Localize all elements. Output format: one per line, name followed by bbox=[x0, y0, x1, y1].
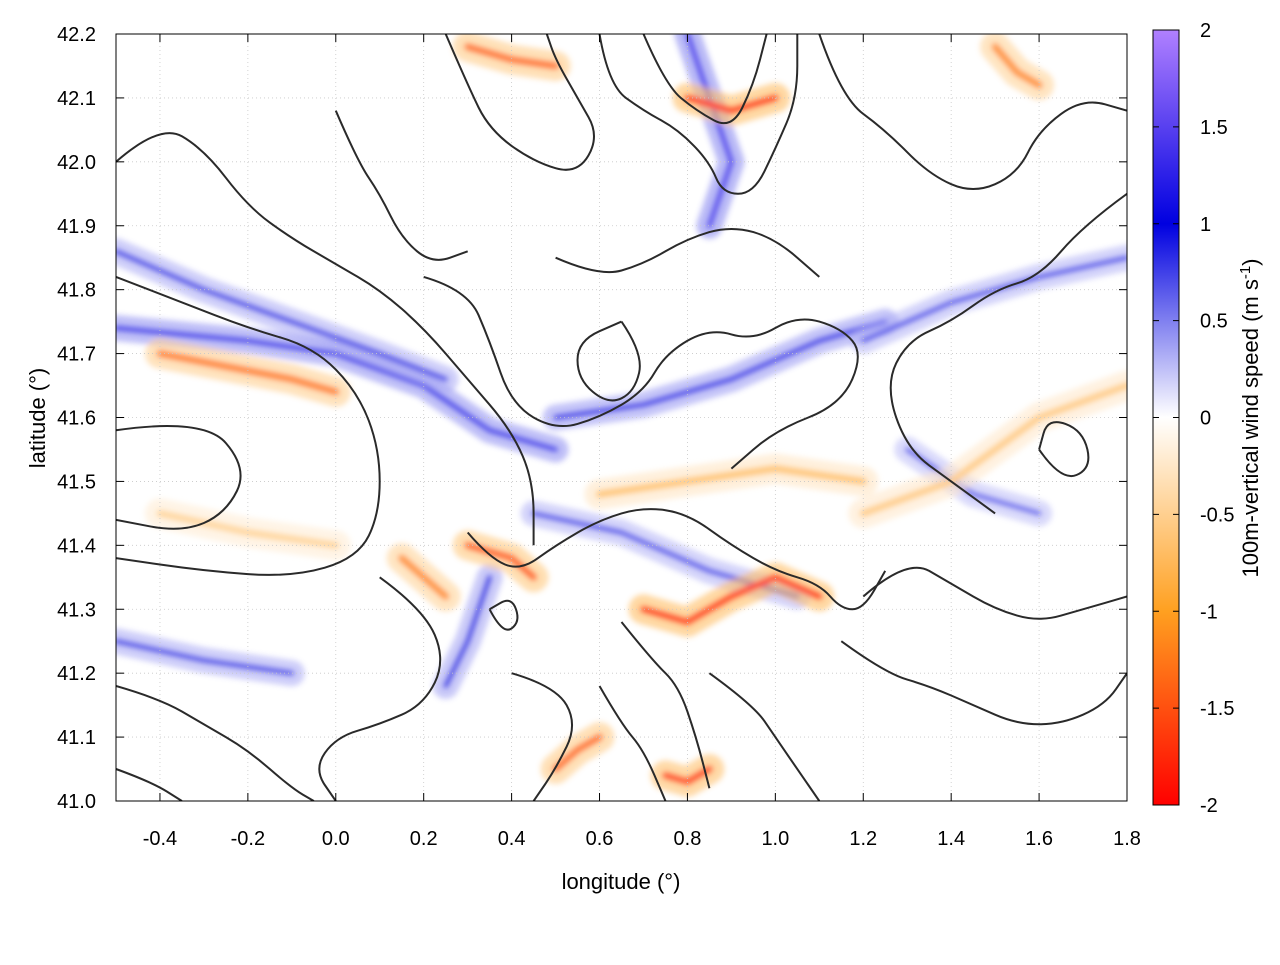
contour-line-20 bbox=[555, 227, 820, 278]
contour-line-13 bbox=[620, 621, 711, 789]
colorbar-label-main: 100m-vertical wind speed (m s bbox=[1238, 279, 1263, 577]
contour-line-4 bbox=[444, 34, 595, 171]
colorbar-tick-label-2: 1 bbox=[1200, 214, 1211, 236]
contour-line-6 bbox=[642, 34, 768, 125]
terrain-contours bbox=[116, 34, 1127, 801]
downdraft-band-5 bbox=[662, 765, 713, 786]
contour-line-0 bbox=[116, 132, 535, 546]
colorbar-tick-label-5: -0.5 bbox=[1200, 504, 1234, 526]
y-tick-label-5: 41.5 bbox=[57, 471, 96, 493]
contour-line-17 bbox=[116, 685, 315, 801]
updraft-band-1 bbox=[116, 248, 449, 382]
updraft-band-6 bbox=[443, 574, 493, 689]
contour-line-11 bbox=[511, 672, 574, 801]
y-tick-label-0: 41.0 bbox=[57, 791, 96, 813]
contour-line-3 bbox=[423, 275, 859, 470]
contour-line-10 bbox=[488, 599, 519, 631]
downdraft-band-0 bbox=[156, 350, 340, 396]
y-tick-label-3: 41.3 bbox=[57, 599, 96, 621]
downdraft-band-10 bbox=[156, 509, 340, 549]
downdraft-band-8 bbox=[596, 465, 867, 498]
contour-line-21 bbox=[576, 320, 641, 402]
y-tick-label-6: 41.6 bbox=[57, 408, 96, 430]
downdraft-band-6 bbox=[552, 733, 603, 773]
downdraft-band-11 bbox=[991, 43, 1043, 89]
contour-line-18 bbox=[116, 768, 183, 801]
contour-line-12 bbox=[598, 685, 667, 801]
x-tick-label-11: 1.8 bbox=[1113, 828, 1141, 850]
contour-line-1 bbox=[116, 275, 381, 576]
downdraft-band-4 bbox=[464, 43, 560, 70]
plot-area: -0.4 -0.2 0.0 0.2 0.4 0.6 0.8 1.0 1.2 1.4 1.6 1.8 4… bbox=[57, 24, 1141, 850]
colorbar-tick-label-7: -1.5 bbox=[1200, 698, 1234, 720]
contour-line-16 bbox=[840, 640, 1127, 726]
updraft-band-7 bbox=[860, 255, 1127, 344]
y-tick-label-12: 42.2 bbox=[57, 24, 96, 46]
colorbar-ticks: 2 1.5 1 0.5 0 -0.5 -1 -1.5 -2 bbox=[1153, 20, 1234, 817]
colorbar-tick-label-0: 2 bbox=[1200, 20, 1211, 42]
downdraft-band-7 bbox=[398, 554, 450, 600]
x-tick-label-3: 0.2 bbox=[410, 828, 438, 850]
heatmap-field bbox=[116, 34, 1127, 797]
contour-line-15 bbox=[862, 566, 1127, 620]
updraft-band-0 bbox=[116, 325, 559, 452]
colorbar-tick-label-6: -1 bbox=[1200, 601, 1218, 623]
contour-line-19 bbox=[318, 576, 442, 801]
y-tick-label-8: 41.8 bbox=[57, 280, 96, 302]
updraft-band-4 bbox=[116, 638, 295, 676]
x-tick-label-1: -0.2 bbox=[231, 828, 265, 850]
y-tick-label-9: 41.9 bbox=[57, 216, 96, 238]
colorbar-label: 100m-vertical wind speed (m s-1) bbox=[1237, 258, 1263, 577]
x-tick-label-4: 0.4 bbox=[498, 828, 526, 850]
x-axis-ticks: -0.4 -0.2 0.0 0.2 0.4 0.6 0.8 1.0 1.2 1.4 1.6 1.8 bbox=[143, 34, 1141, 850]
y-tick-label-11: 42.1 bbox=[57, 88, 96, 110]
colorbar-label-close: ) bbox=[1238, 258, 1263, 265]
updraft-band-5 bbox=[684, 34, 734, 229]
colorbar-tick-label-1: 1.5 bbox=[1200, 117, 1228, 139]
x-tick-label-5: 0.6 bbox=[586, 828, 614, 850]
y-axis-ticks: 41.0 41.1 41.2 41.3 41.4 41.5 41.6 41.7 41.8 41.9… bbox=[57, 24, 1127, 813]
colorbar-tick-label-4: 0 bbox=[1200, 408, 1211, 430]
y-tick-label-2: 41.2 bbox=[57, 663, 96, 685]
x-tick-label-9: 1.4 bbox=[937, 828, 965, 850]
y-tick-label-7: 41.7 bbox=[57, 344, 96, 366]
colorbar: 2 1.5 1 0.5 0 -0.5 -1 -1.5 -2 100m-vertical wind… bbox=[1152, 20, 1263, 817]
y-tick-label-1: 41.1 bbox=[57, 727, 96, 749]
contour-line-22 bbox=[334, 110, 469, 261]
colorbar-label-sup: -1 bbox=[1237, 266, 1254, 279]
contour-line-23 bbox=[1038, 421, 1090, 478]
downdraft-band-3 bbox=[683, 94, 779, 115]
contour-line-8 bbox=[889, 192, 1127, 515]
x-tick-label-8: 1.2 bbox=[849, 828, 877, 850]
downdraft-band-2 bbox=[640, 573, 823, 626]
contour-line-7 bbox=[818, 34, 1127, 190]
x-tick-label-2: 0.0 bbox=[322, 828, 350, 850]
x-tick-label-7: 1.0 bbox=[761, 828, 789, 850]
x-tick-label-0: -0.4 bbox=[143, 828, 177, 850]
y-tick-label-10: 42.0 bbox=[57, 152, 96, 174]
y-tick-label-4: 41.4 bbox=[57, 535, 96, 557]
x-tick-label-6: 0.8 bbox=[674, 828, 702, 850]
contour-line-5 bbox=[598, 34, 799, 195]
colorbar-tick-label-8: -2 bbox=[1200, 795, 1218, 817]
x-axis-label: longitude (°) bbox=[562, 869, 681, 894]
downdraft-band-9 bbox=[859, 382, 1127, 517]
x-tick-label-10: 1.6 bbox=[1025, 828, 1053, 850]
contour-line-2 bbox=[116, 425, 242, 530]
contour-line-14 bbox=[708, 672, 821, 801]
contour-line-9 bbox=[466, 508, 887, 611]
y-axis-label: latitude (°) bbox=[25, 368, 50, 469]
colorbar-tick-label-3: 0.5 bbox=[1200, 311, 1228, 333]
